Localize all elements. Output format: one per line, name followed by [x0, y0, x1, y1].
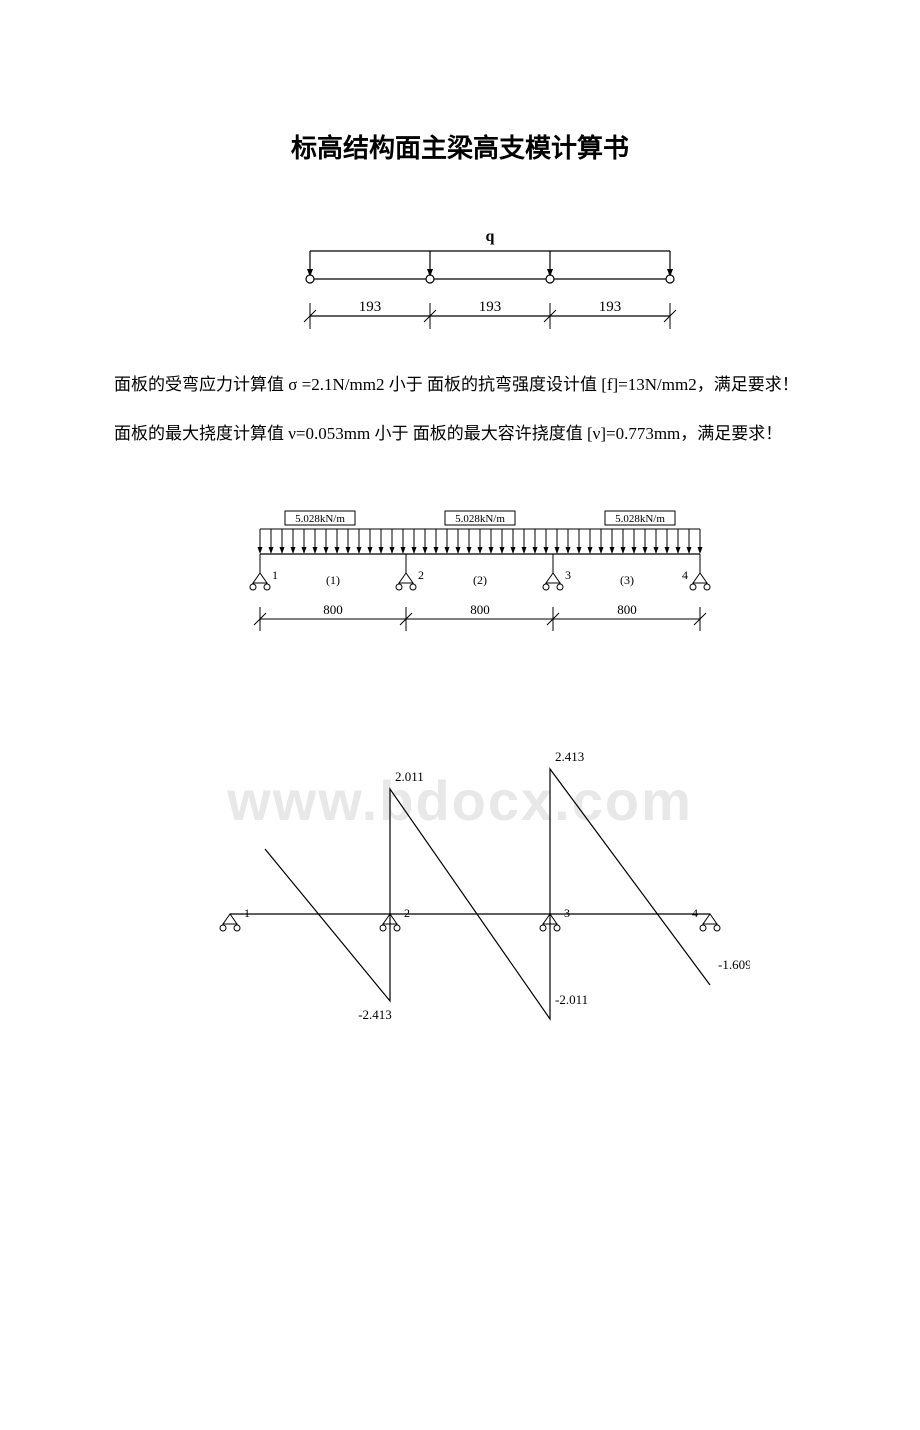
dim-2: 800: [470, 602, 490, 617]
span-1: 193: [359, 299, 382, 315]
support-1: 1: [250, 554, 278, 590]
span-label-2: (2): [473, 573, 487, 587]
val-bot-1: -2.413: [358, 1007, 392, 1022]
support-2: 2: [380, 906, 410, 931]
load-1: 5.028kN/m: [295, 513, 345, 525]
span-2: 193: [479, 299, 502, 315]
diagram-2: 5.028kN/m 5.028kN/m 5.028kN/m 1 2 3 4 (1…: [200, 499, 720, 659]
support-3: 3: [543, 554, 571, 590]
diagram-3: 1 2 3 4 2.011 2.413 -2.413 -2.011 -1.609: [170, 719, 750, 1029]
support-3: 3: [540, 906, 570, 931]
load-label: q: [486, 228, 495, 245]
diagram-1: q 193 193: [230, 221, 690, 351]
span-label-3: (3): [620, 573, 634, 587]
val-bot-2: -2.011: [555, 992, 588, 1007]
span-3: 193: [599, 299, 622, 315]
svg-text:4: 4: [692, 906, 698, 920]
span-label-1: (1): [326, 573, 340, 587]
svg-text:2: 2: [404, 906, 410, 920]
svg-text:3: 3: [564, 906, 570, 920]
val-top-2: 2.413: [555, 749, 584, 764]
support-2: 2: [396, 554, 424, 590]
svg-text:4: 4: [682, 568, 688, 582]
support-4: 4: [682, 554, 710, 590]
load-3: 5.028kN/m: [615, 513, 665, 525]
svg-text:1: 1: [272, 568, 278, 582]
page-content: 标高结构面主梁高支模计算书 q: [0, 128, 920, 1029]
svg-text:1: 1: [244, 906, 250, 920]
svg-text:3: 3: [565, 568, 571, 582]
svg-text:2: 2: [418, 568, 424, 582]
val-bot-3: -1.609: [718, 957, 750, 972]
load-2: 5.028kN/m: [455, 513, 505, 525]
dim-3: 800: [617, 602, 637, 617]
dim-1: 800: [323, 602, 343, 617]
support-1: 1: [220, 906, 250, 931]
support-4: 4: [692, 906, 720, 931]
page-title: 标高结构面主梁高支模计算书: [0, 128, 920, 165]
paragraph-1: 面板的受弯应力计算值 σ =2.1N/mm2 小于 面板的抗弯强度设计值 [f]…: [80, 371, 840, 400]
paragraph-2: 面板的最大挠度计算值 ν=0.053mm 小于 面板的最大容许挠度值 [ν]=0…: [80, 420, 840, 449]
val-top-1: 2.011: [395, 769, 424, 784]
